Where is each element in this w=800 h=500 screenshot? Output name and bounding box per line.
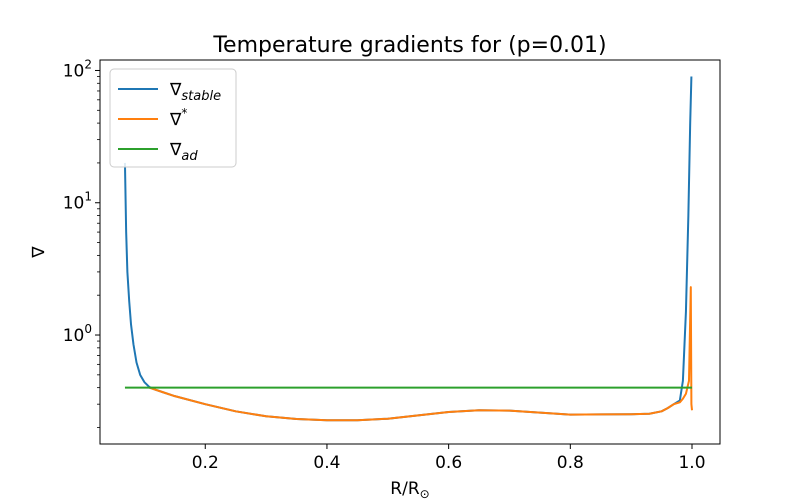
y-tick-base: 10 bbox=[63, 326, 85, 346]
y-tick-label: 101 bbox=[63, 190, 92, 214]
plot-area-frame bbox=[99, 59, 721, 445]
legend-label: ∇ad bbox=[169, 140, 198, 164]
x-tick-label: 0.2 bbox=[192, 453, 219, 473]
y-tick-exponent: 1 bbox=[84, 190, 92, 204]
legend-box bbox=[109, 68, 237, 168]
legend-label: ∇* bbox=[169, 106, 187, 130]
x-axis-label-main: R/R bbox=[390, 479, 420, 499]
x-tick-label: 0.6 bbox=[435, 453, 462, 473]
legend-entries: ∇stable∇*∇ad bbox=[118, 80, 221, 164]
x-tick-label: 0.8 bbox=[557, 453, 584, 473]
y-tick-base: 10 bbox=[63, 194, 85, 214]
legend-symbol: ∇ bbox=[169, 110, 182, 130]
x-axis-label-subscript: ⊙ bbox=[420, 487, 430, 500]
legend-superscript: * bbox=[181, 106, 187, 120]
legend-symbol: ∇ bbox=[169, 80, 182, 100]
y-axis-label: ∇ bbox=[29, 246, 49, 259]
y-tick-base: 10 bbox=[63, 61, 85, 81]
chart-title: Temperature gradients for (p=0.01) bbox=[212, 33, 606, 58]
y-tick-exponent: 2 bbox=[84, 57, 92, 71]
x-tick-label: 0.4 bbox=[313, 453, 340, 473]
legend-symbol: ∇ bbox=[169, 140, 182, 160]
legend: ∇stable∇*∇ad bbox=[109, 68, 237, 168]
legend-subscript: ad bbox=[181, 149, 198, 164]
legend-subscript: stable bbox=[181, 89, 221, 104]
y-tick-label: 100 bbox=[63, 322, 92, 346]
x-tick-label: 1.0 bbox=[678, 453, 705, 473]
y-tick-exponent: 0 bbox=[84, 322, 92, 336]
x-axis-label: R/R⊙ bbox=[390, 479, 429, 500]
series-line-star bbox=[148, 286, 694, 422]
y-tick-label: 102 bbox=[63, 57, 92, 81]
legend-label: ∇stable bbox=[169, 80, 221, 104]
series-layer bbox=[123, 76, 694, 422]
x-axis-ticks: 0.2 0.4 0.6 0.8 1.0 bbox=[192, 444, 706, 473]
